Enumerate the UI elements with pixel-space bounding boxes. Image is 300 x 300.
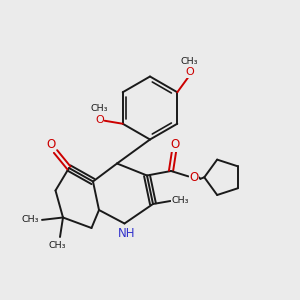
Text: NH: NH <box>118 226 136 240</box>
Text: O: O <box>46 138 56 152</box>
Text: CH₃: CH₃ <box>181 56 198 65</box>
Text: O: O <box>170 138 179 152</box>
Text: CH₃: CH₃ <box>171 196 189 205</box>
Text: O: O <box>95 115 104 125</box>
Text: O: O <box>189 171 198 184</box>
Text: CH₃: CH₃ <box>22 215 39 224</box>
Text: O: O <box>185 67 194 77</box>
Text: CH₃: CH₃ <box>91 104 108 113</box>
Text: CH₃: CH₃ <box>49 242 66 250</box>
